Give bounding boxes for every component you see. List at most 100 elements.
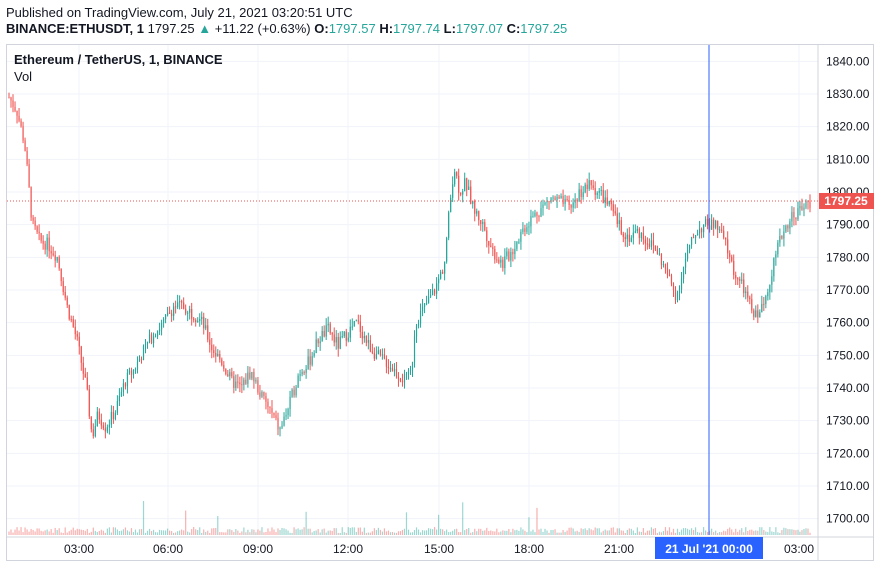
candle-body — [46, 237, 48, 250]
volume-bar — [299, 529, 301, 535]
volume-bar — [44, 530, 46, 535]
candle-body — [717, 220, 719, 230]
candle-body — [590, 180, 592, 186]
volume-bar — [269, 531, 271, 535]
volume-bar — [179, 530, 181, 535]
volume-bar — [42, 531, 44, 535]
candle-body — [745, 291, 747, 293]
candle-body — [179, 301, 181, 303]
candle-body — [353, 321, 355, 327]
candle-body — [795, 217, 797, 220]
volume-bar — [148, 528, 151, 535]
volume-bar — [325, 532, 327, 535]
candle-body — [281, 425, 283, 428]
volume-bar — [229, 529, 231, 535]
volume-bar — [14, 529, 16, 535]
volume-bar — [8, 531, 10, 535]
candle-body — [96, 411, 98, 427]
candle-body — [271, 407, 273, 413]
candle-body — [482, 221, 484, 224]
candle-body — [221, 359, 223, 366]
candle-body — [327, 323, 329, 326]
volume-bar — [259, 530, 261, 535]
volume-bar — [110, 532, 112, 535]
candle-body — [397, 376, 400, 379]
volume-bar — [600, 532, 602, 535]
candle-body — [112, 411, 114, 420]
candle-body — [241, 384, 243, 386]
candle-body — [213, 350, 215, 354]
candle-body — [532, 216, 534, 218]
y-tick-label: 1700.00 — [826, 512, 870, 526]
candle-body — [403, 374, 406, 383]
volume-bar — [337, 532, 339, 535]
volume-bar — [10, 529, 12, 535]
candle-body — [520, 231, 522, 242]
volume-bar — [703, 527, 705, 535]
volume-bar — [225, 532, 227, 535]
candle-body — [634, 231, 636, 233]
candle-body — [171, 313, 173, 316]
candle-body — [612, 204, 614, 212]
volume-bar — [793, 529, 795, 535]
volume-bar — [464, 530, 466, 535]
candle-body — [337, 336, 339, 349]
candle-body — [116, 401, 119, 413]
volume-bar — [431, 529, 434, 535]
volume-bar — [446, 529, 448, 535]
volume-bar — [211, 528, 213, 535]
candle-body — [275, 415, 277, 418]
volume-bar — [574, 531, 576, 535]
volume-bar — [24, 527, 26, 535]
volume-bar — [237, 530, 239, 535]
volume-bar — [385, 531, 388, 535]
candle-body — [444, 261, 446, 274]
volume-bar — [622, 530, 624, 535]
volume-bar — [40, 530, 42, 535]
volume-bar — [359, 527, 361, 535]
candle-body — [464, 178, 466, 192]
candle-body — [379, 350, 381, 355]
candle-body — [207, 325, 209, 340]
candle-body — [217, 353, 219, 357]
volume-bar — [508, 528, 510, 535]
candle-body — [502, 259, 504, 269]
candle-body — [526, 227, 528, 232]
candle-body — [512, 252, 514, 255]
candle-body — [136, 361, 139, 370]
volume-bar — [70, 529, 72, 535]
candle-body — [249, 372, 251, 379]
volume-bar — [397, 531, 400, 535]
volume-bar — [484, 530, 486, 535]
volume-bar — [682, 528, 685, 535]
volume-bar — [620, 530, 622, 535]
candle-body — [458, 175, 460, 193]
volume-bar — [331, 530, 333, 535]
candle-body — [177, 302, 179, 308]
candle-body — [769, 284, 771, 293]
volume-bar — [737, 531, 739, 535]
volume-bar — [413, 530, 416, 535]
candle-body — [510, 252, 512, 261]
volume-bar — [668, 527, 671, 535]
volume-bar — [696, 532, 699, 535]
volume-bar — [417, 529, 420, 535]
volume-bar — [542, 531, 544, 535]
candle-body — [765, 296, 767, 305]
volume-bar — [195, 529, 197, 535]
candle-body — [277, 417, 279, 430]
candle-body — [578, 189, 580, 201]
volume-bar — [711, 528, 713, 535]
candle-body — [548, 201, 550, 203]
candle-body — [544, 202, 546, 205]
x-tick-label: 21:00 — [604, 542, 634, 556]
volume-bar — [584, 528, 586, 535]
volume-bar — [630, 528, 632, 535]
volume-bar — [448, 532, 450, 535]
candle-body — [789, 221, 791, 229]
volume-bar — [12, 532, 14, 535]
volume-bar — [347, 527, 349, 535]
candle-body — [709, 225, 711, 230]
y-tick-label: 1820.00 — [826, 120, 870, 134]
